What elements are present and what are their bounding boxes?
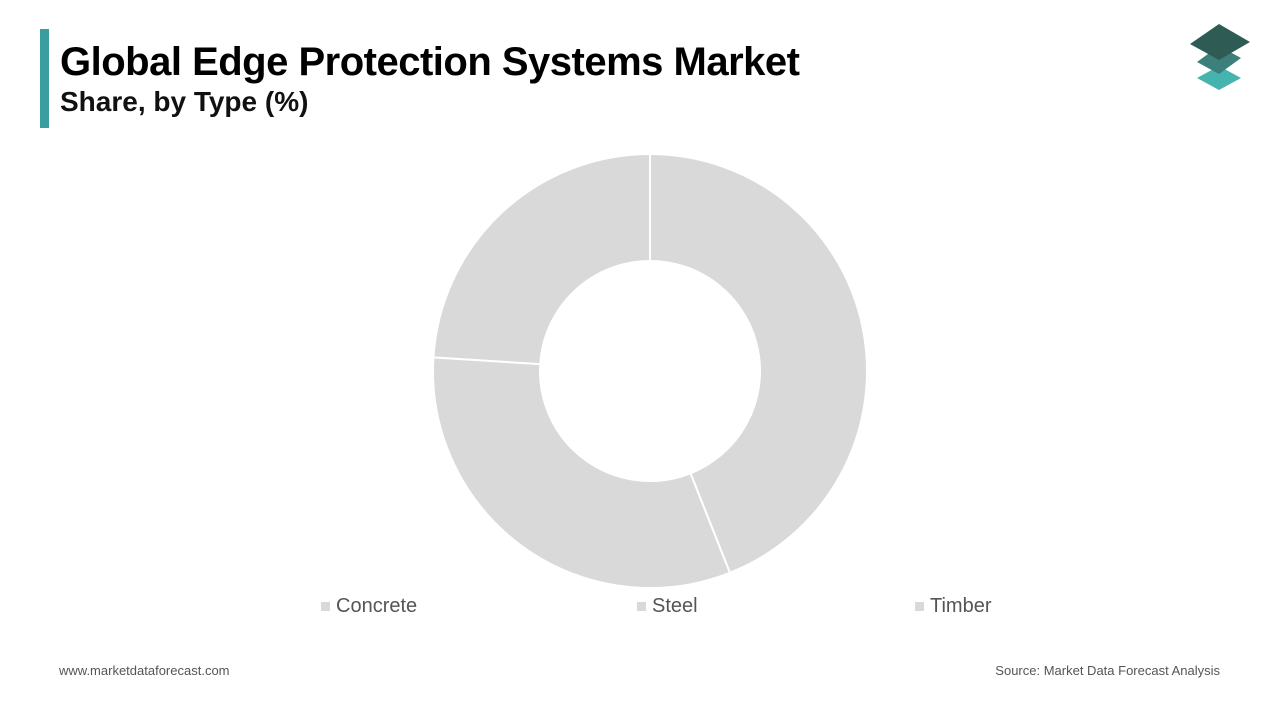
legend-item-steel: Steel	[637, 595, 698, 618]
legend-swatch	[915, 602, 924, 611]
legend-label: Concrete	[336, 595, 418, 617]
donut-slice-timber	[432, 152, 651, 366]
legend-label: Timber	[930, 595, 992, 617]
donut-slice-steel	[432, 356, 732, 589]
page-subtitle: Share, by Type (%)	[60, 86, 309, 117]
donut-slice-concrete	[649, 152, 868, 575]
legend-label: Steel	[652, 595, 698, 617]
legend-swatch	[637, 602, 646, 611]
legend-item-concrete: Concrete	[321, 595, 417, 618]
legend-item-timber: Timber	[915, 595, 991, 618]
title-accent-bar	[40, 29, 49, 128]
stacked-layers-icon	[1190, 24, 1250, 90]
legend-swatch	[321, 602, 330, 611]
source-note: Source: Market Data Forecast Analysis	[995, 663, 1220, 678]
website-url: www.marketdataforecast.com	[59, 663, 230, 678]
page-title: Global Edge Protection Systems Market	[60, 40, 800, 84]
